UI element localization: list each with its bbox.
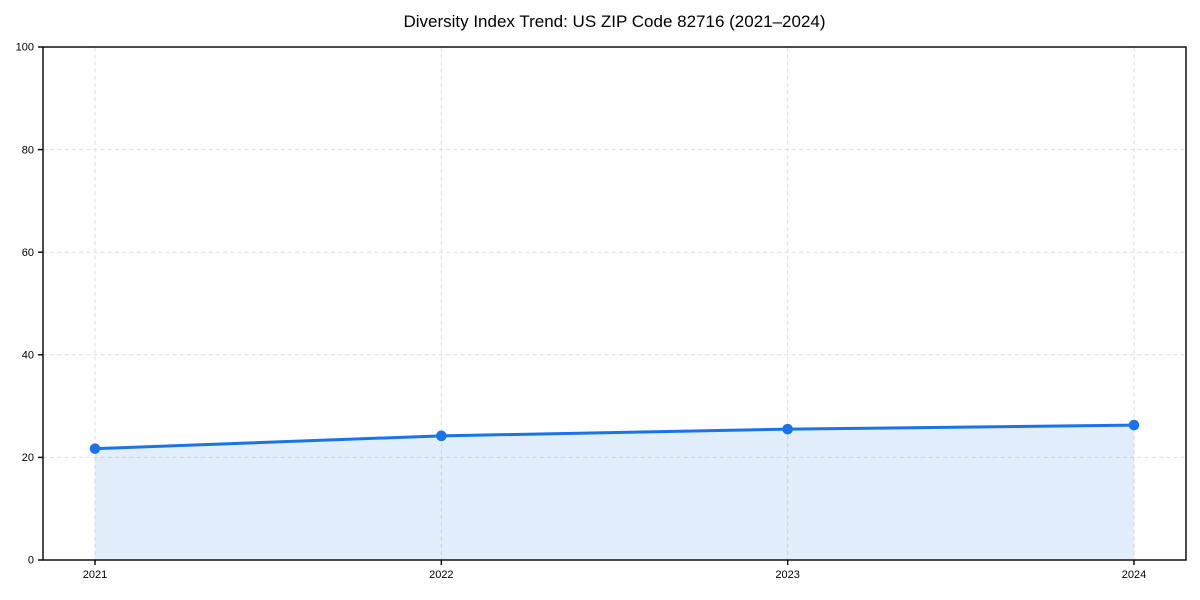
y-tick-label: 0 [28, 555, 34, 567]
x-tick-label: 2024 [1122, 569, 1146, 581]
y-tick-label: 80 [22, 144, 34, 156]
y-tick-label: 60 [22, 247, 34, 259]
y-tick-label: 100 [16, 42, 34, 54]
plot-border [42, 46, 1187, 561]
trend-line [93, 423, 1136, 451]
chart-title: Diversity Index Trend: US ZIP Code 82716… [403, 12, 826, 31]
x-tick-label: 2021 [83, 569, 107, 581]
x-tick-label: 2022 [429, 569, 453, 581]
x-tick-label: 2023 [775, 569, 799, 581]
area-fill [95, 425, 1134, 560]
data-point [1128, 419, 1140, 431]
y-tick-label: 20 [22, 452, 34, 464]
data-point [782, 423, 793, 435]
data-point [436, 430, 447, 442]
y-tick-label: 40 [22, 350, 34, 362]
data-point [89, 443, 101, 454]
